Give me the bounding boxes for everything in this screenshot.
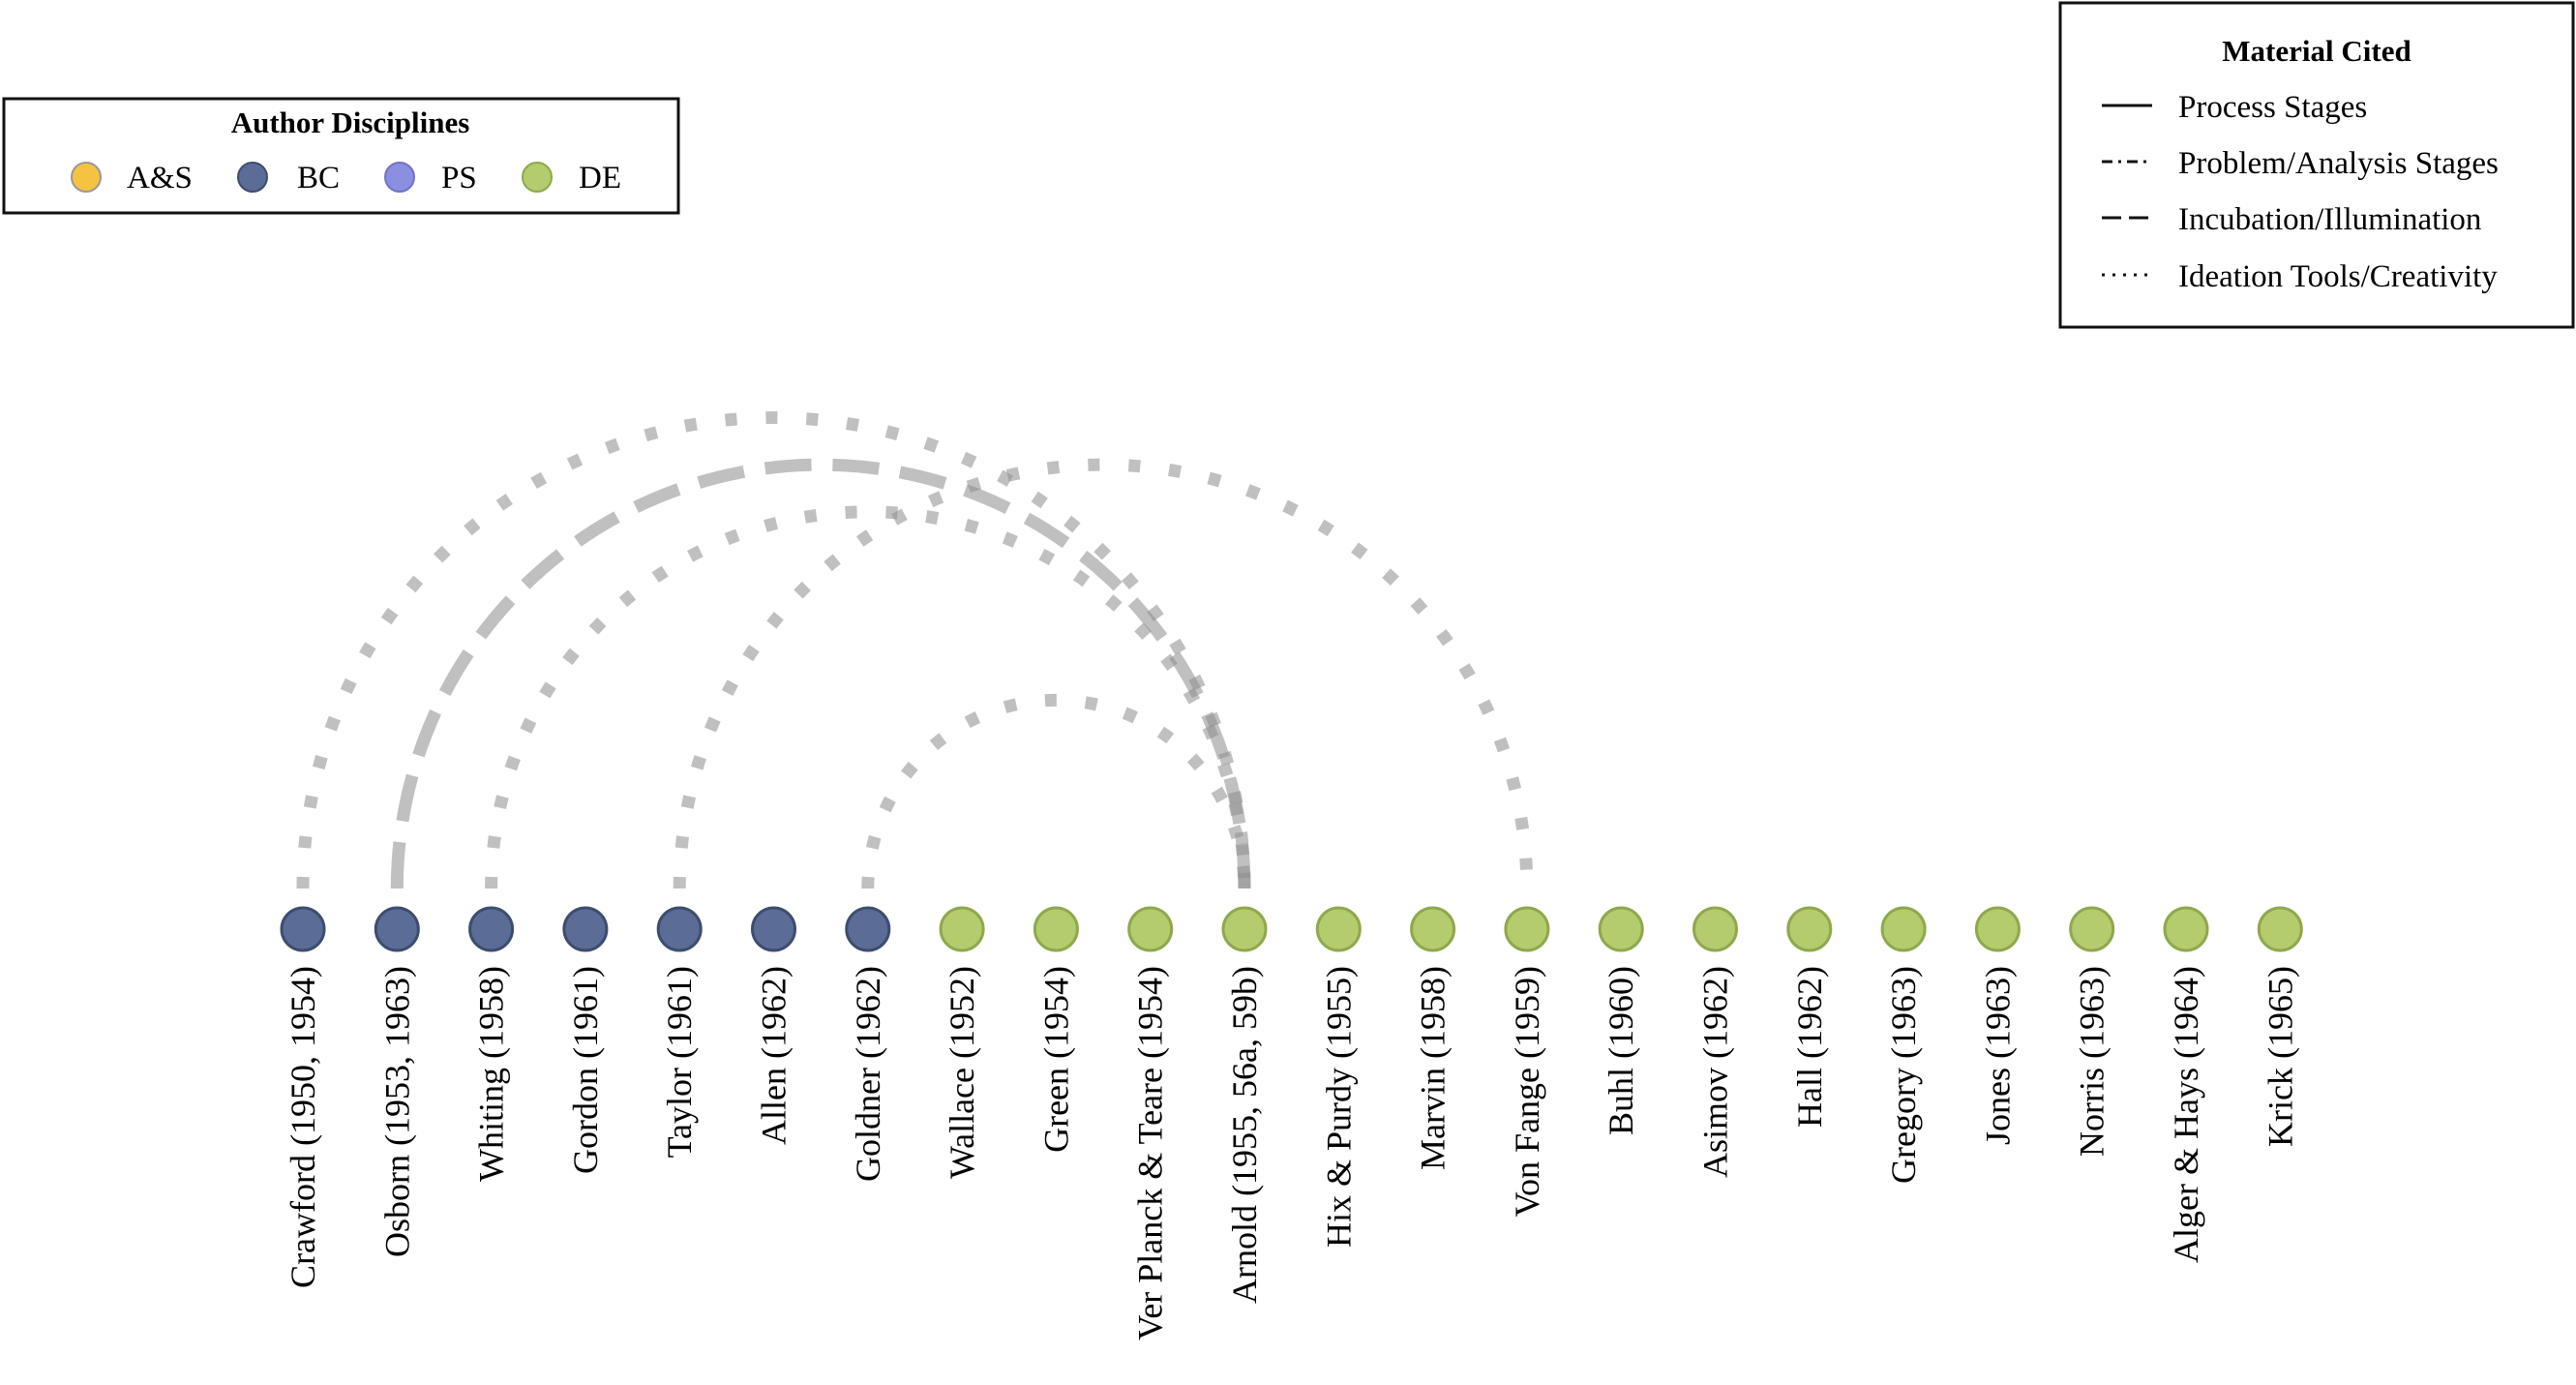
author-node-norris-1963: [2069, 906, 2115, 952]
author-label-hix-purdy-1955: Hix & Purdy (1955): [1319, 966, 1358, 1248]
author-label-arnold-1955-56a-59b: Arnold (1955, 56a, 59b): [1225, 966, 1264, 1304]
material-label-process-stages: Process Stages: [2178, 90, 2367, 125]
author-node-krick-1965: [2257, 906, 2303, 952]
author-label-taylor-1961: Taylor (1961): [660, 966, 699, 1158]
author-node-crawford-1950-1954: [280, 906, 326, 952]
author-node-whiting-1958: [468, 906, 515, 952]
author-label-von-fange-1959: Von Fange (1959): [1508, 966, 1546, 1217]
author-label-jones-1963: Jones (1963): [1978, 966, 2017, 1145]
author-label-whiting-1958: Whiting (1958): [472, 966, 511, 1182]
author-label-crawford-1950-1954: Crawford (1950, 1954): [284, 966, 322, 1288]
material-legend: Material Cited Process Stages Problem/An…: [2058, 1, 2575, 329]
author-label-ver-planck-teare-1954: Ver Planck & Teare (1954): [1131, 966, 1170, 1340]
citation-arc-5: [861, 693, 1251, 889]
author-label-krick-1965: Krick (1965): [2261, 966, 2299, 1147]
discipline-swatch-de: [522, 162, 553, 193]
author-label-asimov-1962: Asimov (1962): [1696, 966, 1735, 1178]
discipline-legend-entry-bc: BC: [237, 161, 340, 196]
author-label-osborn-1953-1963: Osborn (1953, 1963): [377, 966, 416, 1257]
material-label-ideation-tools: Ideation Tools/Creativity: [2178, 259, 2498, 294]
author-nodes: [280, 906, 2303, 952]
material-label-problem-analysis: Problem/Analysis Stages: [2178, 146, 2499, 181]
discipline-label-ps: PS: [441, 161, 477, 196]
author-node-hall-1962: [1786, 906, 1833, 952]
discipline-legend-box: [2, 97, 680, 215]
discipline-swatch-ps: [384, 162, 415, 193]
author-node-alger-hays-1964: [2163, 906, 2209, 952]
author-label-gregory-1963: Gregory (1963): [1884, 966, 1923, 1184]
author-label-wallace-1952: Wallace (1952): [943, 966, 981, 1179]
discipline-legend-entry-as: A&S: [71, 161, 193, 196]
author-node-taylor-1961: [656, 906, 703, 952]
author-label-alger-hays-1964: Alger & Hays (1964): [2167, 966, 2205, 1263]
discipline-label-bc: BC: [297, 161, 340, 196]
author-node-goldner-1962: [845, 906, 891, 952]
author-label-marvin-1958: Marvin (1958): [1414, 966, 1453, 1170]
citation-arcs: [296, 411, 1534, 889]
author-node-osborn-1953-1963: [374, 906, 420, 952]
citation-arc-3: [485, 505, 1251, 889]
author-node-gregory-1963: [1880, 906, 1927, 952]
author-label-green-1954: Green (1954): [1036, 966, 1075, 1153]
material-legend-title: Material Cited: [2222, 34, 2411, 68]
author-node-buhl-1960: [1598, 906, 1644, 952]
author-node-gordon-1961: [562, 906, 609, 952]
author-node-asimov-1962: [1692, 906, 1738, 952]
citation-arc-1: [296, 411, 1251, 889]
discipline-label-as: A&S: [127, 161, 193, 196]
citation-arc-4: [673, 458, 1534, 889]
material-label-incubation-illumination: Incubation/Illumination: [2178, 202, 2481, 237]
author-node-green-1954: [1033, 906, 1079, 952]
author-node-wallace-1952: [939, 906, 985, 952]
discipline-label-de: DE: [579, 161, 621, 196]
discipline-swatch-as: [71, 162, 102, 193]
author-label-gordon-1961: Gordon (1961): [566, 966, 605, 1174]
author-node-arnold-1955-56a-59b: [1221, 906, 1268, 952]
author-label-norris-1963: Norris (1963): [2073, 966, 2112, 1157]
author-node-allen-1962: [751, 906, 796, 952]
author-label-buhl-1960: Buhl (1960): [1602, 966, 1640, 1135]
discipline-legend-entry-ps: PS: [384, 161, 477, 196]
discipline-legend-entry-de: DE: [522, 161, 621, 196]
author-label-allen-1962: Allen (1962): [755, 966, 794, 1145]
citation-arc-2: [390, 458, 1251, 889]
material-legend-box: [2058, 1, 2575, 329]
author-label-hall-1962: Hall (1962): [1790, 966, 1829, 1128]
author-node-von-fange-1959: [1504, 906, 1550, 952]
author-node-ver-planck-teare-1954: [1127, 906, 1174, 952]
author-label-goldner-1962: Goldner (1962): [849, 966, 887, 1182]
author-node-hix-purdy-1955: [1315, 906, 1362, 952]
discipline-legend-title: Author Disciplines: [231, 105, 470, 139]
discipline-swatch-bc: [237, 162, 268, 193]
discipline-legend: Author Disciplines A&S BC PS DE: [2, 97, 680, 215]
author-labels: Crawford (1950, 1954) Osborn (1953, 1963)…: [284, 966, 2299, 1340]
author-node-jones-1963: [1974, 906, 2021, 952]
author-node-marvin-1958: [1410, 906, 1456, 952]
